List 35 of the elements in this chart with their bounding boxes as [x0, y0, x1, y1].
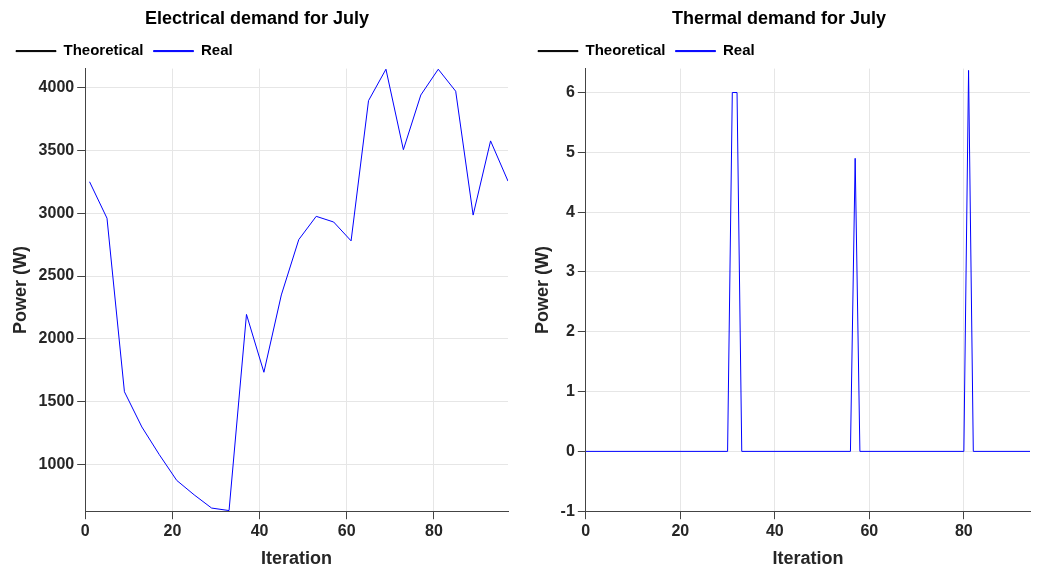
- x-tick-label: 20: [163, 522, 182, 540]
- y-tick-label: 2500: [38, 266, 75, 284]
- y-tick-label: 2: [565, 322, 575, 340]
- y-axis-title: Power (W): [9, 245, 30, 334]
- x-tick-label: 40: [765, 522, 784, 540]
- x-axis-title: Iteration: [772, 548, 844, 569]
- x-tick-label: 80: [954, 522, 973, 540]
- y-tick-label: 3: [565, 262, 575, 280]
- x-tick-label: 60: [337, 522, 356, 540]
- x-tick-label: 40: [250, 522, 269, 540]
- y-tick-label: 1: [565, 381, 575, 399]
- x-tick-label: 60: [860, 522, 879, 540]
- y-tick-label: 1000: [38, 455, 75, 473]
- x-tick-label: 20: [671, 522, 690, 540]
- legend-label: Theoretical: [585, 41, 666, 59]
- y-axis-title: Power (W): [531, 245, 552, 334]
- chart-title: Electrical demand for July: [144, 7, 370, 28]
- y-tick-label: 3500: [38, 140, 75, 158]
- y-tick-label: 5: [565, 142, 575, 160]
- legend-label: Theoretical: [63, 41, 144, 59]
- y-tick-label: 1500: [38, 392, 75, 410]
- x-tick-label: 0: [581, 522, 591, 540]
- y-tick-label: 3000: [38, 203, 75, 221]
- legend-label: Real: [201, 41, 233, 59]
- y-tick-label: -1: [560, 501, 575, 519]
- y-tick-label: 4000: [38, 77, 75, 95]
- x-tick-label: 0: [80, 522, 90, 540]
- x-axis-title: Iteration: [261, 548, 333, 569]
- chart-title: Thermal demand for July: [671, 7, 887, 28]
- y-tick-label: 2000: [38, 329, 75, 347]
- y-tick-label: 4: [565, 202, 575, 220]
- x-tick-label: 80: [425, 522, 443, 540]
- y-tick-label: 6: [565, 82, 575, 100]
- y-tick-label: 0: [565, 441, 575, 459]
- legend-label: Real: [723, 41, 755, 59]
